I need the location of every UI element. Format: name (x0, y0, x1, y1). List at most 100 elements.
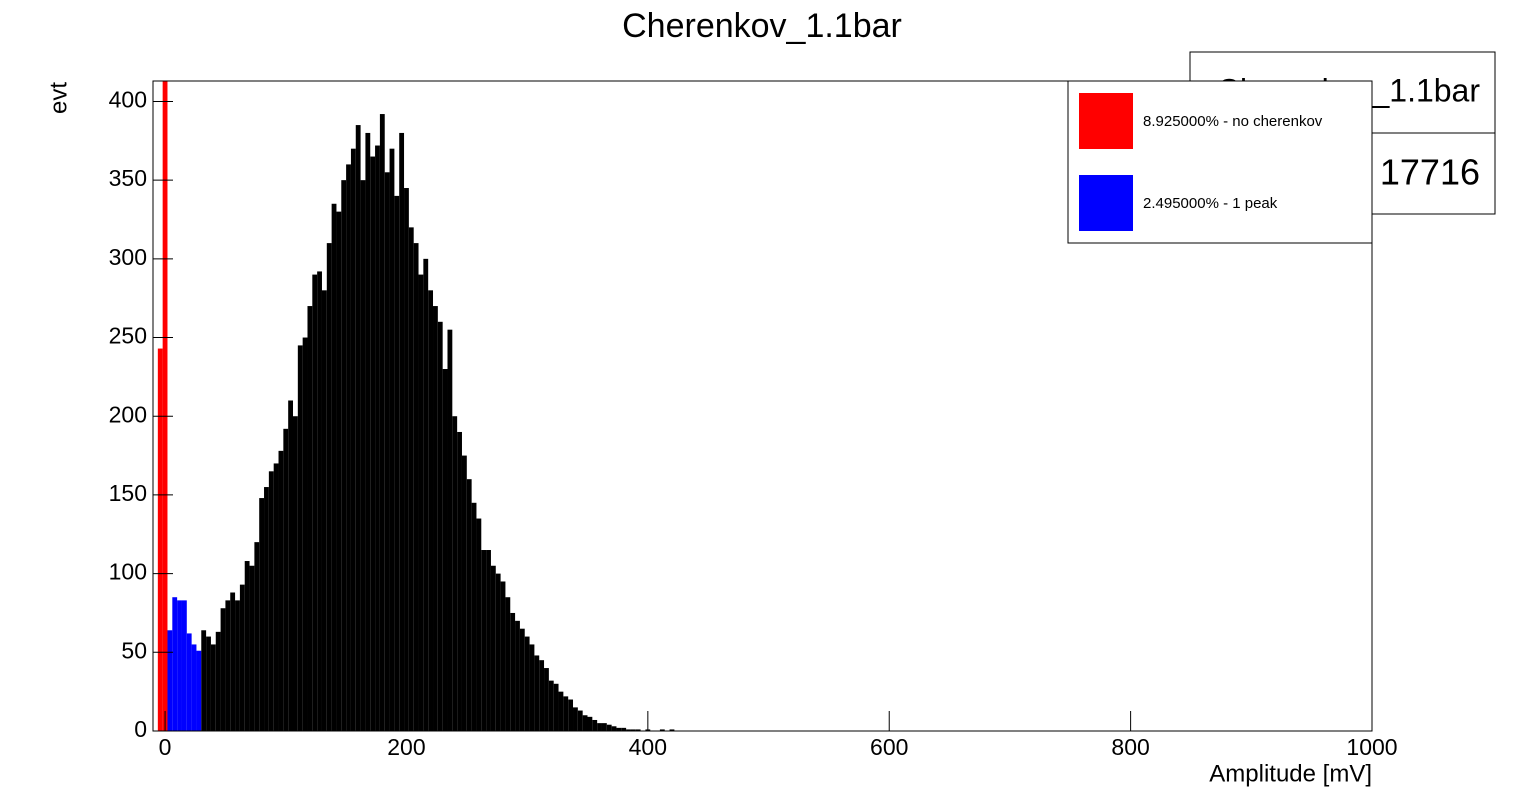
bar (457, 431, 462, 731)
x-axis-label: Amplitude [mV] (1209, 760, 1372, 787)
axes: 0 200 400 600 800 1000 0 50 100 150 200 250 300 350 40… (109, 87, 1398, 761)
bar (288, 400, 294, 731)
y-tick-label: 150 (109, 480, 147, 506)
bar (587, 716, 593, 731)
bar (558, 691, 564, 731)
bar (495, 573, 501, 731)
bar (582, 715, 588, 731)
bar (191, 644, 197, 731)
bar (210, 644, 216, 731)
bar (365, 132, 371, 731)
bar (447, 329, 453, 731)
x-tick-label: 400 (629, 734, 667, 760)
bar (433, 306, 438, 731)
bar (404, 188, 409, 731)
bar (529, 644, 535, 731)
bar (235, 600, 240, 731)
bar (293, 416, 298, 731)
bar (539, 660, 545, 731)
bar (341, 180, 347, 731)
x-tick-label: 1000 (1346, 734, 1397, 760)
bar (442, 369, 448, 731)
bar (283, 428, 289, 731)
y-tick-label: 400 (109, 87, 147, 113)
bar (573, 707, 578, 731)
bar (264, 487, 269, 731)
chart-title: Cherenkov_1.1bar (622, 7, 902, 45)
bar (418, 274, 424, 731)
legend-swatch (1079, 175, 1133, 231)
bar (592, 719, 598, 731)
y-tick-label: 200 (109, 401, 147, 427)
bar (490, 565, 496, 731)
bar (196, 650, 202, 731)
bar (577, 710, 583, 731)
bar (452, 416, 458, 731)
bar (302, 337, 308, 731)
bar (167, 630, 173, 731)
bar (220, 608, 226, 731)
bar (379, 114, 385, 731)
bar (215, 631, 221, 731)
bar (548, 680, 554, 731)
bar (360, 180, 366, 731)
bar (510, 612, 516, 731)
bar (606, 724, 612, 731)
bar (384, 172, 390, 731)
bar (394, 195, 400, 731)
x-tick-label: 200 (387, 734, 425, 760)
bar (471, 502, 477, 731)
x-tick-label: 800 (1111, 734, 1149, 760)
bar (249, 565, 255, 731)
bar (230, 592, 236, 731)
bar (437, 321, 443, 731)
bar (461, 455, 467, 731)
bar (635, 729, 641, 731)
bar (413, 243, 419, 731)
bar (466, 479, 472, 731)
bar (312, 274, 318, 731)
frame (152, 80, 1373, 732)
bar (254, 542, 260, 731)
bar (597, 723, 602, 731)
bar (181, 600, 187, 731)
bar (563, 696, 569, 731)
bar (399, 132, 405, 731)
bar (278, 450, 284, 731)
bar (500, 581, 506, 731)
bar (659, 729, 665, 731)
bar (326, 243, 332, 731)
stats-entries: 17716 (1380, 152, 1480, 193)
bar (268, 471, 274, 731)
bar (172, 597, 178, 731)
bar (346, 164, 351, 731)
bar (524, 636, 530, 731)
bar (505, 597, 511, 731)
y-tick-label: 50 (121, 637, 147, 663)
bar (225, 600, 231, 731)
bar (259, 498, 265, 731)
bar (626, 729, 631, 731)
bar (389, 148, 395, 731)
bar (408, 227, 414, 731)
bar (186, 633, 192, 731)
bar (621, 727, 627, 731)
bar (239, 584, 245, 731)
y-tick-label: 300 (109, 244, 147, 270)
legend-label: 8.925000% - no cherenkov (1143, 113, 1323, 130)
plot-area (157, 81, 675, 731)
bar (201, 630, 207, 731)
bar (534, 655, 540, 731)
x-tick-label: 600 (870, 734, 908, 760)
bar (317, 271, 322, 731)
bar (244, 561, 250, 731)
bar (162, 81, 168, 731)
bar (297, 345, 303, 731)
legend-swatch (1079, 93, 1133, 149)
bar (355, 125, 361, 731)
bar (611, 726, 617, 731)
y-tick-label: 0 (134, 716, 147, 742)
bar (428, 290, 434, 731)
bar (177, 600, 182, 731)
bar (486, 550, 491, 731)
